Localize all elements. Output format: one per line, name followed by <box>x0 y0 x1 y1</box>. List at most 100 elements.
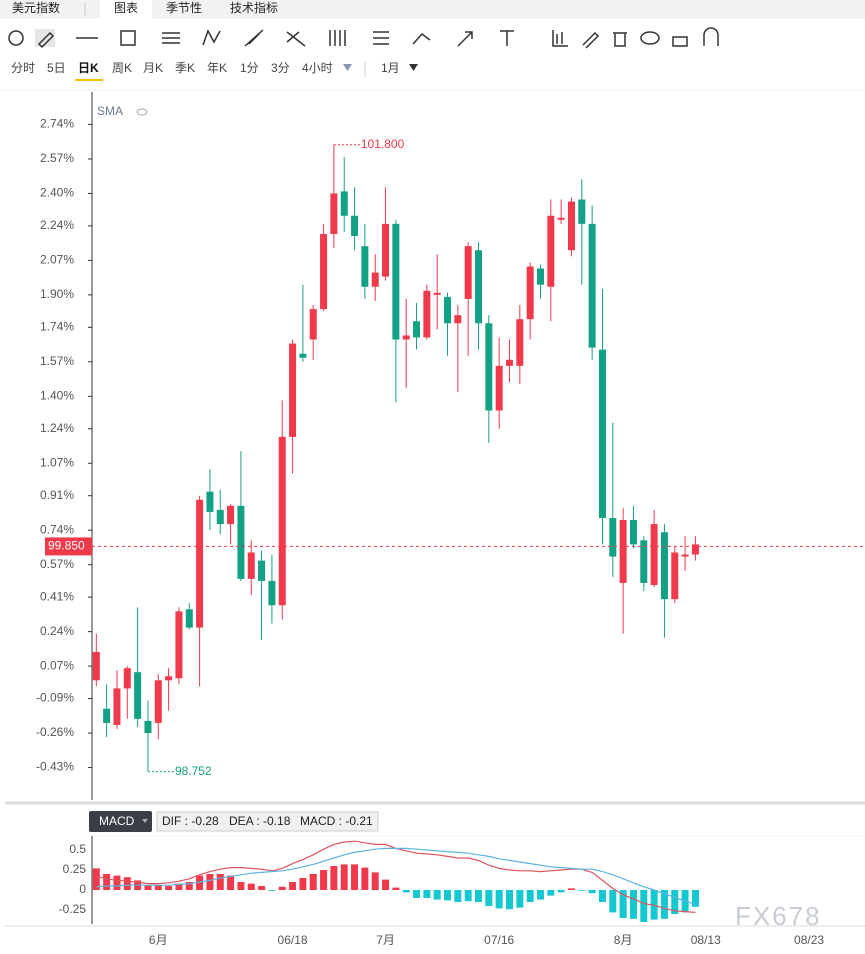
macd-bar <box>227 875 235 890</box>
candle-body <box>444 296 452 324</box>
tool-icon[interactable] <box>552 30 568 47</box>
period[interactable]: 3分 <box>271 61 290 75</box>
macd-bar <box>154 885 162 890</box>
tool-icon[interactable] <box>37 31 55 49</box>
candle-body <box>206 491 214 512</box>
tab[interactable]: 图表 <box>114 1 138 15</box>
range[interactable]: 1月 <box>381 61 400 75</box>
tool-icon[interactable] <box>329 30 346 46</box>
candle-body <box>557 217 565 220</box>
candle-body <box>691 544 699 555</box>
tool-icon[interactable] <box>703 27 719 46</box>
candle-body <box>495 365 503 411</box>
tool-icon[interactable] <box>582 31 600 49</box>
macd-bar <box>433 890 441 900</box>
dropdown-arrow[interactable] <box>409 64 418 71</box>
y-tick-label: -0.09% <box>36 691 74 705</box>
macd-bar <box>598 890 606 902</box>
period[interactable]: 分时 <box>11 61 35 75</box>
y-tick-label: 0.07% <box>40 658 74 672</box>
period[interactable]: 周K <box>112 61 132 75</box>
macd-bar <box>309 874 317 890</box>
macd-legend-box <box>156 811 379 832</box>
macd-bar <box>495 890 503 909</box>
macd-bar <box>691 890 699 907</box>
period[interactable]: 季K <box>175 61 195 75</box>
candle-body <box>103 708 111 723</box>
macd-bar <box>464 890 472 902</box>
candle-body <box>330 193 338 235</box>
tool-icon[interactable] <box>202 29 221 46</box>
macd-bar <box>671 890 679 914</box>
macd-box[interactable] <box>89 811 152 832</box>
macd-legend: MACD : -0.21 <box>300 814 373 828</box>
candle-body <box>588 223 596 348</box>
macd-bar <box>123 877 131 890</box>
macd-bar <box>444 890 452 901</box>
extreme-label: 98.752 <box>175 764 212 778</box>
dropdown-arrow[interactable] <box>142 819 148 823</box>
tool-icon[interactable] <box>244 29 264 47</box>
macd-bar <box>392 887 400 890</box>
period[interactable]: 年K <box>207 61 227 75</box>
tool-icon[interactable] <box>162 32 180 44</box>
period[interactable]: 日K <box>78 61 99 75</box>
x-tick-label: 08/13 <box>691 933 721 947</box>
tool-icon[interactable] <box>120 30 136 46</box>
toolbar <box>8 27 719 49</box>
macd-bar <box>536 890 544 900</box>
indicator-label: SMA <box>97 104 123 118</box>
period[interactable]: 1分 <box>240 61 259 75</box>
candle-body <box>144 720 152 734</box>
candle-body <box>165 676 173 681</box>
macd-legend: DIF : -0.28 <box>162 814 219 828</box>
candle-body <box>185 609 193 628</box>
tab[interactable]: 技术指标 <box>230 0 278 15</box>
period[interactable]: 月K <box>143 61 163 75</box>
tool-icon[interactable] <box>286 31 306 47</box>
tool-icon[interactable] <box>640 31 660 45</box>
macd-bar <box>526 890 534 902</box>
period[interactable]: 4小时 <box>302 61 333 75</box>
candle-body <box>547 215 555 287</box>
y-tick-label: 0.24% <box>40 624 74 638</box>
candle-body <box>247 552 255 579</box>
macd-bar <box>485 890 493 906</box>
macd-bar <box>320 870 328 890</box>
y-tick-label: 0.41% <box>40 589 74 603</box>
candle-body <box>227 505 235 525</box>
macd-bar <box>567 888 575 890</box>
macd-bar <box>165 886 173 890</box>
tool-icon[interactable] <box>613 32 627 47</box>
tab[interactable]: 季节性 <box>166 1 202 15</box>
macd-bar <box>423 890 431 898</box>
tab[interactable]: 美元指数 <box>12 0 60 15</box>
y-tick-label: 2.40% <box>40 186 74 200</box>
eye-icon[interactable] <box>136 108 148 116</box>
tab-bar <box>0 0 865 19</box>
macd-bar <box>289 882 297 890</box>
candle-body <box>309 309 317 340</box>
macd-bar <box>371 872 379 890</box>
tool-icon[interactable] <box>8 30 24 46</box>
active-tab-bg <box>100 0 152 19</box>
candle-body <box>516 319 524 366</box>
tool-icon[interactable] <box>412 32 431 45</box>
period[interactable]: 5日 <box>47 61 66 75</box>
tool-icon[interactable] <box>500 30 514 46</box>
macd-bar <box>413 890 421 898</box>
tool-icon[interactable] <box>373 31 389 45</box>
candle-body <box>526 266 534 320</box>
tool-icon[interactable] <box>457 31 473 47</box>
tool-icon[interactable] <box>672 36 688 47</box>
dropdown-arrow[interactable] <box>343 64 352 71</box>
y-tick-label: 0.91% <box>40 488 74 502</box>
candle-body <box>196 499 204 628</box>
macd-bar <box>506 890 513 910</box>
watermark: FX678 <box>735 901 822 931</box>
candle-body <box>475 250 483 324</box>
macd-bar <box>351 864 359 890</box>
macd-bar <box>454 890 462 902</box>
macd-bar <box>103 874 111 890</box>
